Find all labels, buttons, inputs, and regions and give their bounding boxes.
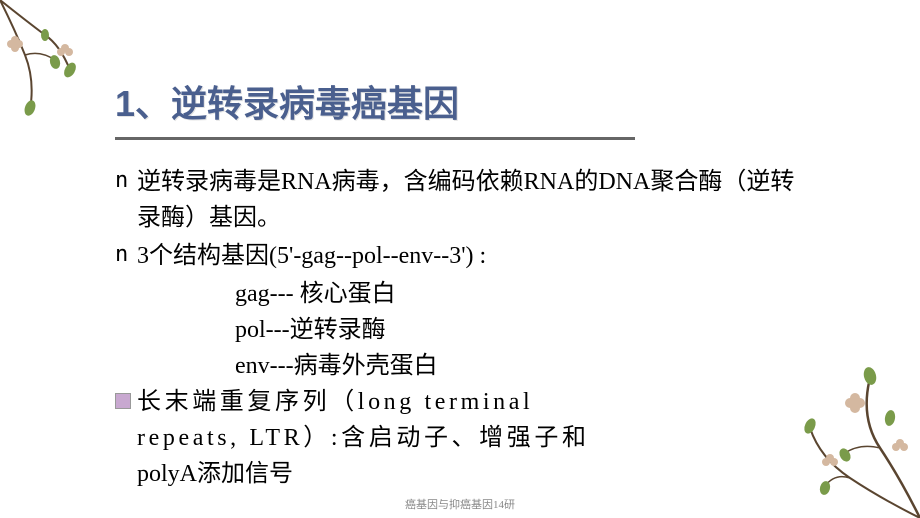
sub-item: env---病毒外壳蛋白 [235, 348, 815, 384]
bullet-text: 长末端重复序列（long terminal repeats, LTR）:含启动子… [137, 384, 815, 492]
title-underline [115, 137, 635, 140]
bullet-marker: n [115, 238, 137, 274]
bullet-item: n 逆转录病毒是RNA病毒，含编码依赖RNA的DNA聚合酶（逆转录酶）基因。 [115, 164, 815, 236]
slide-title: 1、逆转录病毒癌基因 [115, 75, 815, 127]
slide-footer: 癌基因与抑癌基因14研 [405, 496, 515, 512]
sub-item: gag--- 核心蛋白 [235, 276, 815, 312]
bullet-text: 3个结构基因(5'-gag--pol--env--3') : [137, 238, 815, 274]
bullet-item: 长末端重复序列（long terminal repeats, LTR）:含启动子… [115, 384, 815, 492]
bullet-item: n 3个结构基因(5'-gag--pol--env--3') : [115, 238, 815, 274]
bullet-marker: n [115, 164, 137, 236]
bullet-text: 逆转录病毒是RNA病毒，含编码依赖RNA的DNA聚合酶（逆转录酶）基因。 [137, 164, 815, 236]
slide-content: 1、逆转录病毒癌基因 n 逆转录病毒是RNA病毒，含编码依赖RNA的DNA聚合酶… [115, 75, 815, 494]
square-bullet-icon [115, 393, 131, 409]
sub-item: pol---逆转录酶 [235, 312, 815, 348]
